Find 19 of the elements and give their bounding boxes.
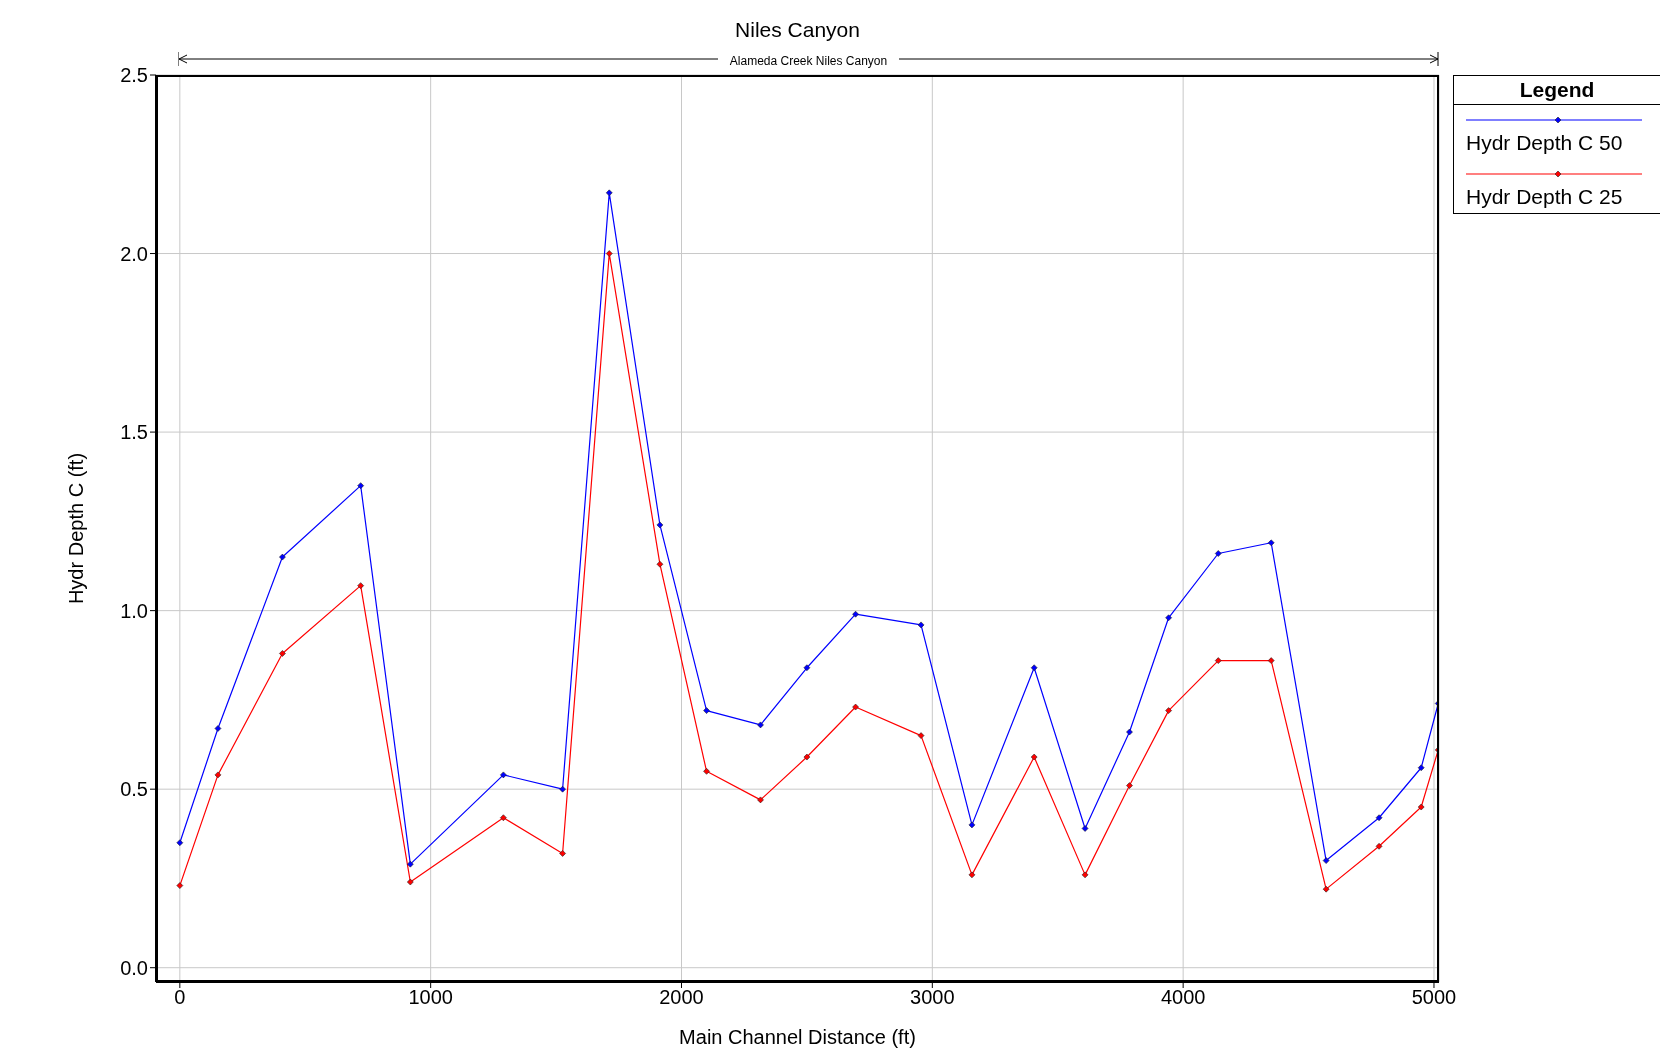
x-tick-label: 4000 — [1160, 986, 1206, 1009]
text: Alameda Creek Niles Canyon — [717, 54, 900, 68]
y-tick-label: 2.5 — [120, 64, 148, 87]
x-tick-label: 2000 — [659, 986, 704, 1009]
x-tick-label: 1000 — [408, 986, 453, 1009]
x-tick-label: 3000 — [910, 986, 955, 1009]
legend-label: Hydr Depth C 25 — [1466, 185, 1624, 209]
y-tick-label: 0.5 — [120, 778, 148, 801]
legend-label: Hydr Depth C 50 — [1466, 131, 1624, 155]
y-axis-title: Hydr Depth C (ft) — [65, 452, 88, 605]
y-tick-label: 0.0 — [120, 956, 148, 979]
legend-title: Legend — [1454, 76, 1660, 105]
y-tick-label: 1.0 — [120, 599, 148, 622]
x-axis-title: Main Channel Distance (ft) — [679, 1026, 916, 1048]
y-tick-label: 1.5 — [120, 421, 148, 444]
y-tick-label: 2.0 — [120, 242, 148, 265]
chart-title: Niles Canyon — [734, 18, 861, 42]
x-tick-label: 0 — [174, 986, 186, 1009]
x-tick-label: 5000 — [1411, 986, 1457, 1009]
